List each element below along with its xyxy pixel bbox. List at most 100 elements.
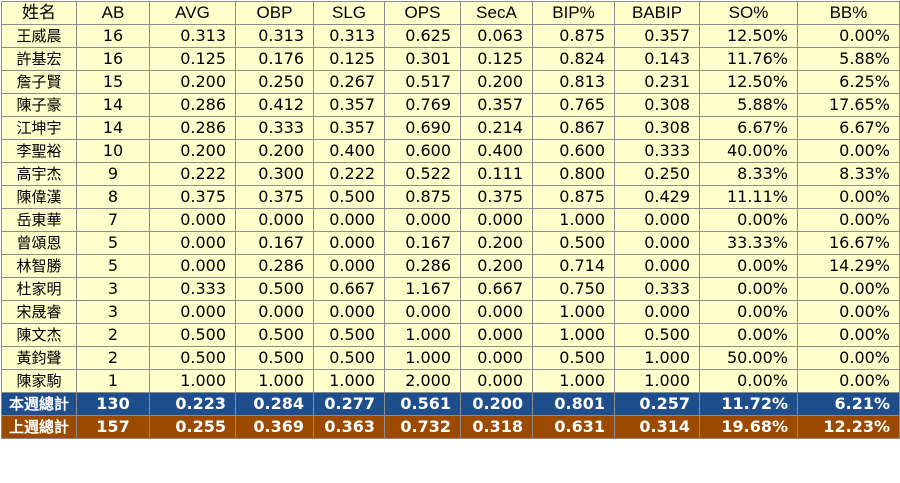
header-so-pct: SO% bbox=[699, 1, 798, 25]
cell-obp: 0.000 bbox=[235, 300, 314, 324]
cell-obp: 0.284 bbox=[235, 392, 314, 416]
cell-bip-pct: 0.714 bbox=[532, 254, 615, 278]
cell-bb-pct: 0.00% bbox=[797, 277, 900, 301]
cell-bb-pct: 0.00% bbox=[797, 300, 900, 324]
cell-avg: 0.222 bbox=[149, 162, 236, 186]
cell-player-name: 宋晟睿 bbox=[1, 300, 77, 324]
cell-so-pct: 8.33% bbox=[699, 162, 798, 186]
cell-slg: 0.000 bbox=[313, 254, 385, 278]
cell-ab: 3 bbox=[76, 300, 150, 324]
cell-bip-pct: 0.813 bbox=[532, 70, 615, 94]
cell-babip: 0.257 bbox=[614, 392, 700, 416]
cell-bip-pct: 1.000 bbox=[532, 323, 615, 347]
table-row: 曾頌恩 5 0.000 0.167 0.000 0.167 0.200 0.500 0.000 3… bbox=[1, 231, 900, 255]
cell-avg: 0.000 bbox=[149, 208, 236, 232]
cell-seca: 0.375 bbox=[460, 185, 533, 209]
cell-seca: 0.000 bbox=[460, 369, 533, 393]
cell-ab: 3 bbox=[76, 277, 150, 301]
cell-slg: 0.000 bbox=[313, 300, 385, 324]
cell-ab: 14 bbox=[76, 116, 150, 140]
table-row: 李聖裕 10 0.200 0.200 0.400 0.600 0.400 0.600 0.333… bbox=[1, 139, 900, 163]
cell-so-pct: 11.76% bbox=[699, 47, 798, 71]
cell-avg: 0.223 bbox=[149, 392, 236, 416]
cell-ab: 10 bbox=[76, 139, 150, 163]
cell-obp: 1.000 bbox=[235, 369, 314, 393]
cell-so-pct: 12.50% bbox=[699, 24, 798, 48]
cell-slg: 0.500 bbox=[313, 323, 385, 347]
cell-player-name: 陳偉漢 bbox=[1, 185, 77, 209]
table-row: 王威晨 16 0.313 0.313 0.313 0.625 0.063 0.875 0.357… bbox=[1, 24, 900, 48]
cell-seca: 0.000 bbox=[460, 346, 533, 370]
cell-ops: 0.690 bbox=[384, 116, 461, 140]
cell-bb-pct: 5.88% bbox=[797, 47, 900, 71]
cell-so-pct: 50.00% bbox=[699, 346, 798, 370]
cell-ops: 0.561 bbox=[384, 392, 461, 416]
header-ops: OPS bbox=[384, 1, 461, 25]
header-slg: SLG bbox=[313, 1, 385, 25]
cell-player-name: 杜家明 bbox=[1, 277, 77, 301]
cell-slg: 0.500 bbox=[313, 185, 385, 209]
cell-ops: 0.875 bbox=[384, 185, 461, 209]
cell-so-pct: 0.00% bbox=[699, 254, 798, 278]
cell-ops: 0.517 bbox=[384, 70, 461, 94]
header-seca: SecA bbox=[460, 1, 533, 25]
cell-ops: 0.600 bbox=[384, 139, 461, 163]
cell-player-name: 本週總計 bbox=[1, 392, 77, 416]
cell-ops: 0.732 bbox=[384, 415, 461, 439]
cell-ops: 0.286 bbox=[384, 254, 461, 278]
cell-slg: 0.222 bbox=[313, 162, 385, 186]
cell-bb-pct: 0.00% bbox=[797, 346, 900, 370]
cell-babip: 0.357 bbox=[614, 24, 700, 48]
cell-player-name: 上週總計 bbox=[1, 415, 77, 439]
cell-babip: 0.231 bbox=[614, 70, 700, 94]
table-row: 江坤宇 14 0.286 0.333 0.357 0.690 0.214 0.867 0.308… bbox=[1, 116, 900, 140]
cell-slg: 0.125 bbox=[313, 47, 385, 71]
header-bb-pct: BB% bbox=[797, 1, 900, 25]
cell-slg: 0.357 bbox=[313, 116, 385, 140]
table-row: 許基宏 16 0.125 0.176 0.125 0.301 0.125 0.824 0.143… bbox=[1, 47, 900, 71]
cell-bip-pct: 1.000 bbox=[532, 208, 615, 232]
cell-bb-pct: 0.00% bbox=[797, 139, 900, 163]
table-row: 岳東華 7 0.000 0.000 0.000 0.000 0.000 1.000 0.000 0… bbox=[1, 208, 900, 232]
table-row: 陳子豪 14 0.286 0.412 0.357 0.769 0.357 0.765 0.308… bbox=[1, 93, 900, 117]
cell-avg: 0.000 bbox=[149, 300, 236, 324]
cell-player-name: 許基宏 bbox=[1, 47, 77, 71]
cell-bip-pct: 0.600 bbox=[532, 139, 615, 163]
cell-bb-pct: 17.65% bbox=[797, 93, 900, 117]
cell-avg: 0.375 bbox=[149, 185, 236, 209]
cell-slg: 0.357 bbox=[313, 93, 385, 117]
cell-seca: 0.200 bbox=[460, 392, 533, 416]
cell-bip-pct: 0.867 bbox=[532, 116, 615, 140]
cell-bip-pct: 0.750 bbox=[532, 277, 615, 301]
cell-babip: 0.500 bbox=[614, 323, 700, 347]
cell-bb-pct: 0.00% bbox=[797, 185, 900, 209]
totals-row: 上週總計 157 0.255 0.369 0.363 0.732 0.318 0.631 0.3… bbox=[1, 415, 900, 439]
header-ab: AB bbox=[76, 1, 150, 25]
cell-bip-pct: 0.800 bbox=[532, 162, 615, 186]
cell-bip-pct: 0.801 bbox=[532, 392, 615, 416]
cell-babip: 0.000 bbox=[614, 300, 700, 324]
cell-slg: 0.000 bbox=[313, 208, 385, 232]
cell-player-name: 黃鈞聲 bbox=[1, 346, 77, 370]
cell-obp: 0.333 bbox=[235, 116, 314, 140]
cell-bip-pct: 0.500 bbox=[532, 231, 615, 255]
cell-ops: 0.301 bbox=[384, 47, 461, 71]
cell-babip: 0.000 bbox=[614, 254, 700, 278]
cell-player-name: 陳家駒 bbox=[1, 369, 77, 393]
cell-ab: 5 bbox=[76, 231, 150, 255]
cell-avg: 1.000 bbox=[149, 369, 236, 393]
cell-slg: 0.500 bbox=[313, 346, 385, 370]
cell-player-name: 王威晨 bbox=[1, 24, 77, 48]
table-row: 高宇杰 9 0.222 0.300 0.222 0.522 0.111 0.800 0.250 8… bbox=[1, 162, 900, 186]
table-row: 詹子賢 15 0.200 0.250 0.267 0.517 0.200 0.813 0.231… bbox=[1, 70, 900, 94]
cell-bip-pct: 0.765 bbox=[532, 93, 615, 117]
cell-obp: 0.375 bbox=[235, 185, 314, 209]
cell-ab: 16 bbox=[76, 47, 150, 71]
cell-slg: 0.267 bbox=[313, 70, 385, 94]
cell-so-pct: 0.00% bbox=[699, 300, 798, 324]
cell-ops: 0.769 bbox=[384, 93, 461, 117]
cell-ops: 0.625 bbox=[384, 24, 461, 48]
cell-ab: 9 bbox=[76, 162, 150, 186]
table-row: 陳家駒 1 1.000 1.000 1.000 2.000 0.000 1.000 1.000 0… bbox=[1, 369, 900, 393]
cell-slg: 0.400 bbox=[313, 139, 385, 163]
